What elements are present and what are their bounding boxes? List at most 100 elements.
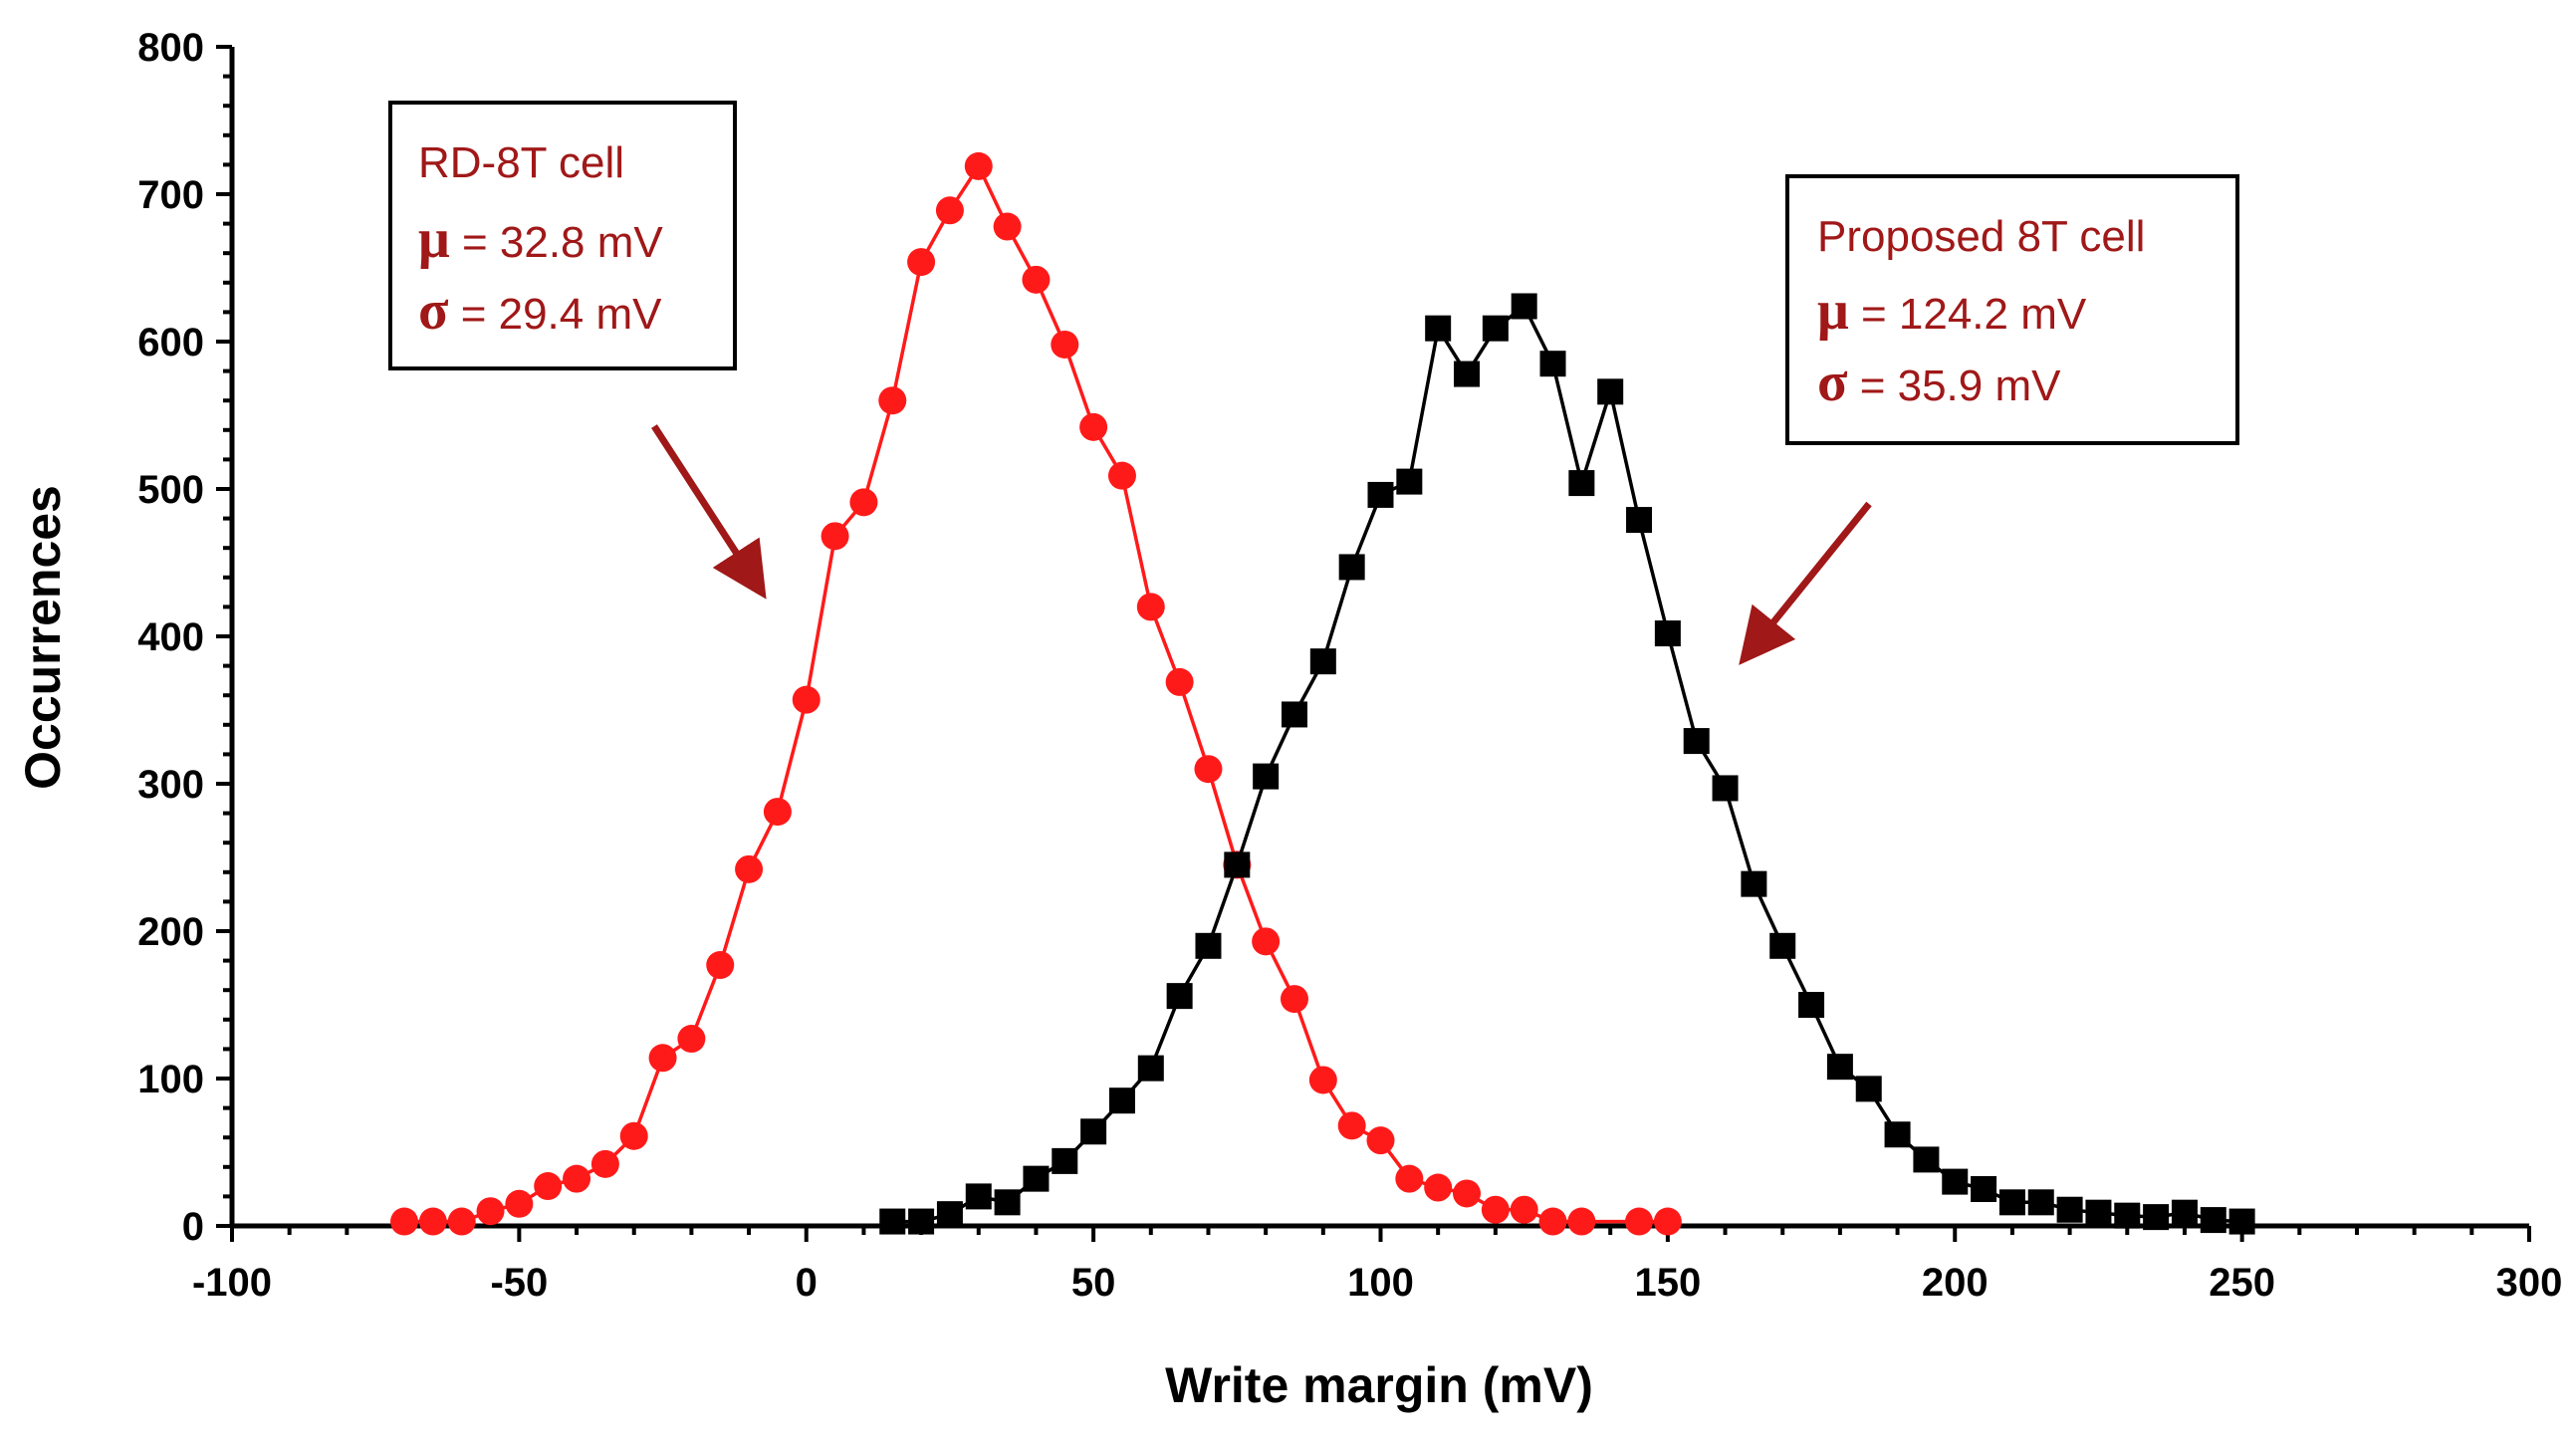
- data-point: [706, 951, 735, 980]
- data-point: [1539, 351, 1566, 377]
- data-point: [1165, 667, 1194, 696]
- data-point: [1338, 554, 1365, 581]
- data-point: [1137, 1055, 1164, 1082]
- annotation-proposed: Proposed 8T cell μ = 124.2 mV σ = 35.9 m…: [1785, 174, 2239, 445]
- data-point: [1107, 461, 1136, 490]
- data-point: [1366, 1126, 1395, 1155]
- data-point: [1769, 932, 1796, 959]
- data-point: [1253, 763, 1280, 790]
- sigma-symbol: σ: [1817, 352, 1848, 413]
- annotation-proposed-title: Proposed 8T cell: [1817, 212, 2145, 261]
- data-point: [1022, 265, 1051, 294]
- data-point: [849, 488, 878, 517]
- y-axis-ticks: 0 100 200 300 400 500 600 700 800: [137, 26, 232, 1249]
- data-point: [1971, 1176, 1997, 1202]
- y-tick-label: 0: [182, 1205, 204, 1249]
- data-point: [993, 212, 1022, 241]
- data-point: [965, 1183, 992, 1210]
- data-point: [1108, 1087, 1135, 1114]
- series-rd8t: [390, 151, 1682, 1236]
- data-point: [476, 1197, 505, 1226]
- data-point: [2056, 1196, 2083, 1223]
- axes: -100 -50 0 50 100 150 200 250 300 0 100 200 300 400 5…: [137, 26, 2562, 1305]
- x-tick-label: -50: [490, 1261, 548, 1305]
- data-point: [964, 151, 993, 180]
- data-point: [1195, 932, 1222, 959]
- data-point: [907, 248, 936, 277]
- x-tick-label: 200: [1922, 1261, 1989, 1305]
- data-point: [1683, 728, 1710, 755]
- data-point: [763, 798, 792, 827]
- x-tick-label: -100: [192, 1261, 272, 1305]
- data-point: [1482, 315, 1509, 342]
- data-point: [879, 1208, 906, 1235]
- data-point: [735, 854, 764, 883]
- data-point: [820, 522, 849, 551]
- data-point: [1252, 927, 1281, 956]
- data-point: [1395, 1164, 1424, 1193]
- data-point: [1453, 1179, 1482, 1208]
- data-point: [1194, 755, 1223, 784]
- data-point: [936, 1201, 963, 1228]
- data-point: [1281, 701, 1307, 728]
- annotation-rd8t-box: [388, 101, 737, 370]
- data-point: [1136, 593, 1165, 621]
- data-point: [1510, 1195, 1538, 1224]
- data-point: [1826, 1054, 1853, 1081]
- data-point: [792, 685, 820, 714]
- y-tick-label: 300: [137, 763, 204, 807]
- data-point: [1855, 1076, 1882, 1102]
- mu-value: = 124.2 mV: [1849, 290, 2087, 339]
- x-axis-ticks: -100 -50 0 50 100 150 200 250 300: [192, 1226, 2562, 1305]
- y-tick-label: 200: [137, 910, 204, 954]
- data-point: [1653, 1207, 1682, 1236]
- data-point: [1280, 985, 1308, 1014]
- y-tick-label: 800: [137, 26, 204, 70]
- data-point: [1741, 870, 1767, 897]
- data-point: [563, 1164, 591, 1193]
- data-point: [2143, 1204, 2170, 1231]
- data-point: [1625, 1207, 1654, 1236]
- data-point: [1597, 378, 1624, 405]
- data-point: [1224, 851, 1251, 878]
- data-point: [1626, 507, 1653, 534]
- data-point: [1998, 1189, 2025, 1216]
- data-point: [994, 1189, 1021, 1216]
- data-point: [1798, 992, 1825, 1018]
- data-point: [1080, 1118, 1107, 1145]
- data-point: [878, 386, 907, 415]
- x-tick-label: 150: [1635, 1261, 1702, 1305]
- y-tick-label: 700: [137, 173, 204, 217]
- mu-symbol: μ: [1817, 280, 1849, 342]
- annotation-rd8t-mu: μ = 32.8 mV: [418, 208, 663, 270]
- data-point: [447, 1207, 476, 1236]
- x-tick-label: 0: [796, 1261, 818, 1305]
- annotation-proposed-box: [1785, 174, 2239, 445]
- data-point: [1166, 983, 1193, 1010]
- x-tick-label: 300: [2496, 1261, 2563, 1305]
- x-tick-label: 50: [1071, 1261, 1116, 1305]
- y-tick-label: 500: [137, 468, 204, 512]
- data-point: [1309, 648, 1336, 675]
- data-point: [2027, 1189, 2054, 1216]
- data-point: [534, 1172, 563, 1201]
- data-point: [1942, 1168, 1969, 1195]
- series-proposed: [879, 293, 2255, 1235]
- sigma-symbol: σ: [418, 280, 449, 342]
- data-point: [1337, 1111, 1366, 1140]
- x-tick-label: 250: [2209, 1261, 2275, 1305]
- data-point: [2114, 1202, 2141, 1229]
- sigma-value: = 35.9 mV: [1847, 362, 2061, 410]
- data-point: [1511, 293, 1537, 320]
- sigma-value: = 29.4 mV: [448, 290, 662, 339]
- data-point: [1079, 412, 1108, 441]
- mu-symbol: μ: [418, 208, 450, 270]
- series-layer: [390, 151, 2255, 1236]
- data-point: [1424, 1173, 1453, 1202]
- data-point: [1051, 330, 1079, 359]
- data-point: [1538, 1207, 1567, 1236]
- y-tick-label: 100: [137, 1058, 204, 1101]
- annotation-rd8t: RD-8T cell μ = 32.8 mV σ = 29.4 mV: [388, 101, 737, 370]
- data-point: [2085, 1199, 2112, 1226]
